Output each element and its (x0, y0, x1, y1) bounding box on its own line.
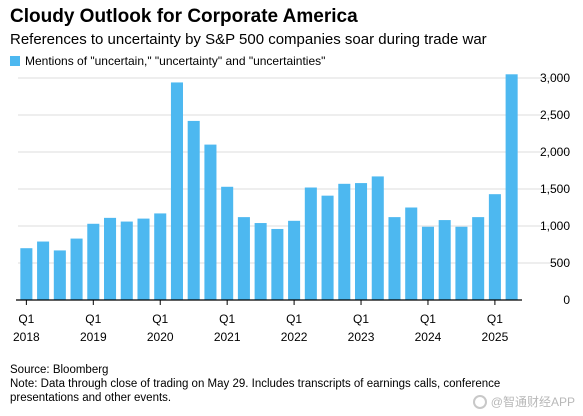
x-tick-label-quarter: Q1 (286, 312, 302, 326)
bar (405, 207, 418, 300)
x-tick-label-year: 2025 (482, 330, 509, 344)
bar (204, 144, 217, 300)
bar (37, 241, 50, 300)
bar (20, 248, 33, 300)
y-tick-label: 1,000 (540, 219, 570, 233)
bar (388, 217, 401, 300)
chart-title: Cloudy Outlook for Corporate America (10, 6, 358, 27)
x-tick-label-quarter: Q1 (18, 312, 34, 326)
x-tick-label-year: 2024 (415, 330, 442, 344)
bar (53, 250, 66, 300)
bar (438, 220, 451, 300)
y-tick-label: 500 (550, 256, 570, 270)
bar (488, 194, 501, 300)
bar (104, 217, 117, 300)
y-tick-label: 0 (563, 293, 570, 307)
watermark: @智通财经APP (472, 393, 575, 410)
x-tick-label-quarter: Q1 (353, 312, 369, 326)
bar (288, 220, 301, 300)
bar (355, 183, 368, 300)
bar-chart: 0 500 1,000 1,500 2,000 2,500 3,000 Q1 2018 Q1 20… (13, 71, 570, 344)
bar (120, 221, 133, 300)
bar (154, 213, 167, 300)
bar (371, 176, 384, 300)
legend-swatch (10, 56, 20, 66)
bar (70, 238, 83, 300)
note-text: Note: Data through close of trading on M… (10, 378, 501, 404)
bar (455, 226, 468, 300)
legend-label: Mentions of "uncertain," "uncertainty" a… (25, 54, 326, 68)
bar (472, 217, 485, 300)
legend: Mentions of "uncertain," "uncertainty" a… (10, 54, 325, 68)
bar (87, 223, 100, 300)
x-tick-label-year: 2018 (13, 330, 40, 344)
y-tick-label: 2,000 (540, 145, 570, 159)
bar (170, 82, 183, 300)
x-tick-label-year: 2021 (214, 330, 241, 344)
x-tick-label-year: 2023 (348, 330, 375, 344)
x-tick-label-quarter: Q1 (420, 312, 436, 326)
watermark-text: @智通财经APP (490, 395, 575, 409)
chart-subtitle: References to uncertainty by S&P 500 com… (10, 31, 487, 48)
bar (304, 187, 317, 300)
bar (321, 195, 334, 300)
bar (505, 74, 518, 300)
watermark-logo-icon (472, 394, 487, 409)
bar (187, 120, 200, 300)
bar (237, 217, 250, 300)
x-tick-label-quarter: Q1 (85, 312, 101, 326)
x-tick-label-year: 2020 (147, 330, 174, 344)
bars (20, 74, 518, 300)
x-tick-label-year: 2019 (80, 330, 107, 344)
x-tick-label-quarter: Q1 (152, 312, 168, 326)
y-tick-label: 3,000 (540, 71, 570, 85)
footer: Source: Bloomberg Note: Data through clo… (10, 363, 530, 405)
x-tick-label-quarter: Q1 (219, 312, 235, 326)
x-tick-label-year: 2022 (281, 330, 308, 344)
bar (421, 226, 434, 300)
bar (338, 183, 351, 300)
bar (254, 223, 267, 300)
source-text: Source: Bloomberg (10, 364, 109, 376)
bar (137, 218, 150, 300)
bar (221, 186, 234, 300)
bar (271, 228, 284, 300)
x-tick-label-quarter: Q1 (487, 312, 503, 326)
x-tick-labels: Q1 2018 Q1 2019 Q1 2020 Q1 2021 Q1 2022 Q1 2023 Q1 20… (13, 300, 509, 344)
y-tick-label: 1,500 (540, 182, 570, 196)
y-axis: 0 500 1,000 1,500 2,000 2,500 3,000 (540, 71, 570, 307)
y-tick-label: 2,500 (540, 108, 570, 122)
